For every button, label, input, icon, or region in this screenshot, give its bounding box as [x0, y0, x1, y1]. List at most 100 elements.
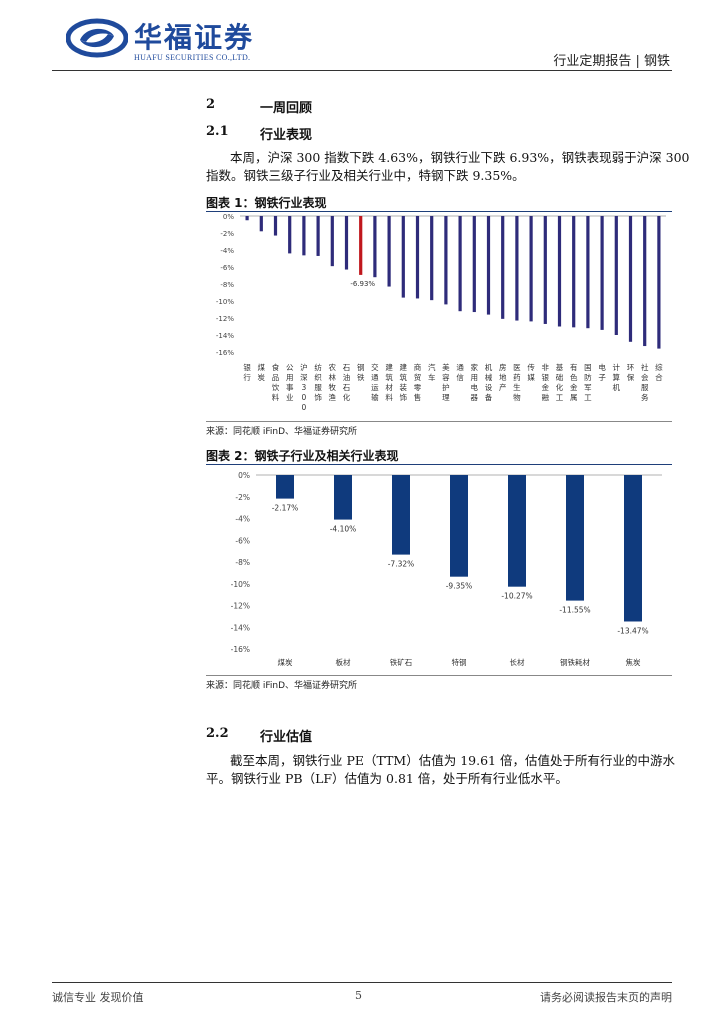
bar — [387, 216, 391, 287]
x-tick-label-char: 机 — [613, 382, 621, 392]
y-tick-label: -12% — [216, 315, 234, 323]
header-divider — [52, 70, 672, 71]
x-tick-label-char: 化 — [343, 392, 351, 402]
bar — [392, 475, 410, 555]
x-tick-label-char: 银 — [542, 373, 550, 382]
bar — [273, 216, 278, 236]
x-tick-label-char: 美 — [442, 362, 450, 372]
subsection-number: 2.1 — [206, 124, 229, 139]
bar — [330, 216, 334, 267]
x-tick-label-char: 国 — [584, 363, 592, 372]
x-tick-label-char: 汽 — [428, 362, 436, 372]
x-tick-label: 长材 — [510, 657, 525, 667]
x-tick-label-char: 料 — [385, 392, 393, 402]
paragraph-line: 指数。钢铁三级子行业及相关行业中，特钢下跌 9.35%。 — [206, 168, 525, 183]
report-type-label: 行业定期报告 | 钢铁 — [553, 54, 670, 69]
x-tick-label-char: 食 — [272, 362, 280, 372]
figure-source: 来源：同花顺 iFinD、华福证券研究所 — [206, 681, 358, 691]
bar — [316, 216, 320, 256]
x-tick-label-char: 非 — [542, 362, 550, 372]
x-tick-label-char: 运 — [371, 383, 379, 392]
x-tick-label-char: 信 — [456, 372, 464, 382]
industry-performance-chart: 0%-2%-4%-6%-8%-10%-12%-14%-16%银行煤炭食品饮料公用… — [216, 213, 666, 412]
bar — [245, 216, 249, 221]
x-tick-label-char: 零 — [414, 383, 422, 392]
y-tick-label: -10% — [216, 298, 234, 306]
x-tick-label-char: 防 — [584, 372, 592, 382]
x-tick-label: 煤炭 — [278, 657, 293, 667]
x-tick-label-char: 药 — [513, 372, 521, 382]
bar — [657, 216, 661, 349]
x-tick-label-char: 社 — [641, 362, 649, 372]
y-tick-label: -8% — [235, 558, 250, 567]
x-tick-label-char: 地 — [499, 372, 507, 382]
x-tick-label-char: 化 — [556, 382, 564, 392]
sub-industry-performance-chart: 0% -2% -4% -6% -8% -10% -12% -14% -16% -2.17% 煤炭 -4… — [231, 471, 662, 667]
paragraph-line: 截至本周，钢铁行业 PE（TTM）估值为 19.61 倍，估值处于所有行业的中游… — [230, 753, 675, 768]
bar — [450, 475, 468, 577]
footer-slogan: 诚信专业 发现价值 — [52, 991, 144, 1004]
x-tick-label-char: 务 — [641, 392, 649, 402]
x-tick-label-char: 有 — [570, 362, 578, 372]
bar — [288, 216, 292, 254]
x-tick-label-char: 售 — [414, 392, 422, 402]
x-tick-label-char: 铁 — [357, 372, 365, 382]
y-tick-label: -14% — [231, 623, 250, 632]
logo-english-name: HUAFU SECURITIES CO.,LTD. — [134, 53, 251, 62]
x-tick-label-char: 行 — [243, 372, 251, 382]
section-number: 2 — [206, 97, 216, 112]
x-tick-label-char: 油 — [343, 372, 351, 382]
figure-title: 图表 2：钢铁子行业及相关行业表现 — [206, 449, 399, 463]
x-tick-label-char: 护 — [442, 382, 450, 392]
y-tick-label: 0% — [238, 471, 250, 480]
x-tick-label-char: 传 — [527, 362, 535, 372]
y-tick-label: -2% — [220, 230, 234, 238]
bar — [430, 216, 434, 301]
x-tick-label-char: 建 — [400, 362, 408, 372]
bar — [614, 216, 618, 335]
x-tick-label-char: 0 — [302, 403, 307, 412]
x-tick-label-char: 会 — [641, 372, 649, 382]
x-tick-label-char: 械 — [485, 372, 493, 382]
bar — [344, 216, 349, 270]
x-tick-label-char: 织 — [314, 372, 322, 382]
data-label: -11.55% — [559, 606, 590, 615]
x-tick-label-char: 础 — [556, 372, 564, 382]
figure-rule — [206, 211, 672, 212]
bar — [557, 216, 562, 327]
x-tick-label-char: 工 — [556, 393, 564, 402]
subsection-number: 2.2 — [206, 726, 229, 741]
bar — [259, 216, 263, 232]
data-label: -10.27% — [501, 592, 532, 601]
x-tick-label-char: 算 — [613, 372, 621, 382]
x-tick-label-char: 车 — [428, 372, 436, 382]
bar — [586, 216, 590, 329]
y-tick-label: -4% — [235, 515, 250, 524]
y-tick-label: -10% — [231, 580, 250, 589]
x-tick-label-char: 物 — [513, 392, 521, 402]
y-tick-label: -2% — [235, 493, 250, 502]
bar — [302, 216, 306, 256]
x-tick-label-char: 房 — [499, 362, 507, 372]
x-tick-label-char: 保 — [627, 373, 635, 382]
x-tick-label-char: 用 — [286, 373, 294, 382]
logo-chinese-name: 华福证券 — [134, 21, 255, 54]
x-tick-label-char: 电 — [598, 362, 606, 372]
x-tick-label-char: 石 — [343, 363, 351, 372]
y-tick-label: -16% — [216, 349, 234, 357]
x-tick-label: 特钢 — [452, 657, 467, 667]
bar — [444, 216, 448, 305]
x-tick-label-char: 通 — [371, 372, 379, 382]
bar — [415, 216, 420, 299]
y-tick-label: -4% — [220, 247, 234, 255]
x-tick-label: 铁矿石 — [390, 657, 413, 667]
y-tick-label: 0% — [223, 213, 234, 221]
figure-source: 来源：同花顺 iFinD、华福证券研究所 — [206, 427, 358, 437]
y-tick-label: -6% — [220, 264, 234, 272]
data-label: -13.47% — [617, 626, 648, 635]
x-tick-label-char: 计 — [613, 362, 621, 372]
x-tick-label-char: 交 — [371, 362, 379, 372]
x-tick-label-char: 装 — [400, 382, 408, 392]
x-tick-label-char: 事 — [286, 382, 294, 392]
y-tick-label: -12% — [231, 602, 250, 611]
